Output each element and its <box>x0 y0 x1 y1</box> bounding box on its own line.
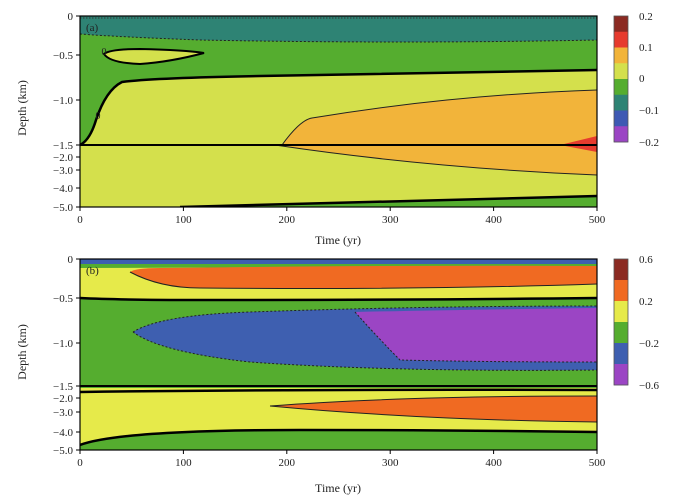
colorbar-swatch <box>614 364 628 386</box>
panel-b-contour-lower-top <box>80 388 597 394</box>
x-tick-label: 400 <box>485 457 502 469</box>
colorbar-swatch <box>614 280 628 302</box>
y-tick-label: −3.0 <box>53 407 73 419</box>
panel-a-region-yellow-upper <box>104 49 204 64</box>
colorbar-swatch <box>614 63 628 80</box>
x-tick-label: 300 <box>382 457 399 469</box>
panel-a: (a) 0 0 0 −0.5 −1.0 −1.5−2.0−3.0 −4.0 −5.0 0 1… <box>15 11 659 247</box>
panel-b-contour-orange-upper <box>129 271 597 289</box>
panel-b: (b) 0 −0.5 −1.0 −1.5−2.0 −3.0 −4.0 −5.0 0 100 20… <box>15 254 659 495</box>
panel-b-contour-purple <box>354 311 597 363</box>
panel-a-contour-label-0: 0 <box>102 47 107 58</box>
panel-a-plot <box>80 16 597 207</box>
colorbar-swatch <box>614 31 628 48</box>
colorbar-swatch <box>614 94 628 111</box>
x-tick-label: 100 <box>175 457 192 469</box>
y-tick-label: −1.0 <box>53 95 73 107</box>
y-tick-label: −1.5 <box>53 140 73 152</box>
panel-b-xlabel: Time (yr) <box>315 481 361 495</box>
panel-a-contour-orange-upper <box>281 89 597 146</box>
panel-b-label: (b) <box>86 265 99 277</box>
panel-a-frame <box>79 15 598 208</box>
panel-a-colorbar: 0.2 0.1 0 −0.1 −0.2 <box>613 11 659 149</box>
x-tick-label: 200 <box>279 214 296 226</box>
x-tick-label: 0 <box>77 214 83 226</box>
colorbar-swatch <box>614 110 628 127</box>
y-tick-label: −4.0 <box>53 427 73 439</box>
colorbar-tick-label: 0.1 <box>639 42 653 54</box>
panel-b-region-purple <box>355 308 597 362</box>
colorbar-swatch <box>614 79 628 96</box>
colorbar-tick-label: 0.6 <box>639 254 653 266</box>
colorbar-swatch <box>614 301 628 323</box>
y-tick-label: −5.0 <box>53 202 73 214</box>
colorbar-tick-label: 0 <box>639 73 645 85</box>
panel-b-region-orange-lower <box>270 396 597 422</box>
colorbar-tick-label: 0.2 <box>639 11 653 23</box>
panel-b-ylabel: Depth (km) <box>15 324 29 380</box>
colorbar-frame <box>613 15 629 143</box>
x-tick-label: 500 <box>589 214 606 226</box>
panel-b-contour-yellow-upper <box>80 296 597 302</box>
panel-a-region-teal <box>80 16 597 42</box>
colorbar-tick-label: −0.2 <box>639 338 659 350</box>
colorbar-swatch <box>614 259 628 281</box>
y-tick-label: −3.0 <box>53 165 73 177</box>
colorbar-swatch <box>614 322 628 344</box>
panel-b-plot <box>80 259 597 450</box>
panel-a-region-orange-lower <box>275 145 597 175</box>
x-tick-label: 200 <box>279 457 296 469</box>
y-tick-label: 0 <box>68 254 74 266</box>
colorbar-tick-label: −0.2 <box>639 137 659 149</box>
panel-b-x-ticks: 0 100 200 300 400 500 <box>77 450 606 469</box>
colorbar-swatch <box>614 47 628 64</box>
panel-a-contour-thick <box>80 68 597 147</box>
y-tick-label: −0.5 <box>53 293 73 305</box>
panel-a-contour-label-1: 0 <box>96 111 101 122</box>
panel-b-frame <box>79 258 598 451</box>
y-tick-label: −1.0 <box>53 338 73 350</box>
y-tick-label: −0.5 <box>53 50 73 62</box>
x-tick-label: 100 <box>175 214 192 226</box>
y-tick-label: 0 <box>68 11 74 23</box>
panel-b-region-blue-top <box>80 259 597 264</box>
x-tick-label: 500 <box>589 457 606 469</box>
panel-a-region-orange-upper <box>282 90 597 145</box>
y-tick-label: −5.0 <box>53 445 73 457</box>
x-tick-label: 300 <box>382 214 399 226</box>
panel-b-contour-blue <box>132 305 597 371</box>
panel-a-y-ticks: 0 −0.5 −1.0 −1.5−2.0−3.0 −4.0 −5.0 <box>53 11 80 214</box>
colorbar-tick-label: −0.1 <box>639 105 659 117</box>
y-tick-label: −2.0 <box>53 393 73 405</box>
y-tick-label: −4.0 <box>53 183 73 195</box>
panel-b-contour-lower-bottom <box>80 428 597 447</box>
panel-a-contour-upper-loop <box>102 47 205 66</box>
panel-a-contour-teal <box>80 33 597 43</box>
panel-a-xlabel: Time (yr) <box>315 233 361 247</box>
panel-a-contour-orange-lower <box>274 144 597 176</box>
x-tick-label: 400 <box>485 214 502 226</box>
x-tick-label: 0 <box>77 457 83 469</box>
panel-a-label: (a) <box>86 22 99 34</box>
panel-b-colorbar: 0.6 0.2 −0.2 −0.6 <box>613 254 659 392</box>
colorbar-swatch <box>614 16 628 33</box>
y-tick-label: −1.5 <box>53 381 73 393</box>
panel-b-region-orange-upper <box>130 265 597 289</box>
panel-a-ylabel: Depth (km) <box>15 80 29 136</box>
panel-a-contour-bottom <box>179 194 597 207</box>
colorbar-swatch <box>614 343 628 365</box>
colorbar-frame <box>613 258 629 386</box>
y-tick-label: −2.0 <box>53 152 73 164</box>
colorbar-swatch <box>614 126 628 143</box>
colorbar-tick-label: −0.6 <box>639 380 659 392</box>
panel-a-x-ticks: 0 100 200 300 400 500 <box>77 207 606 226</box>
colorbar-tick-label: 0.2 <box>639 296 653 308</box>
panel-b-contour-orange-lower <box>269 395 597 423</box>
panel-b-y-ticks: 0 −0.5 −1.0 −1.5−2.0 −3.0 −4.0 −5.0 <box>53 254 80 457</box>
